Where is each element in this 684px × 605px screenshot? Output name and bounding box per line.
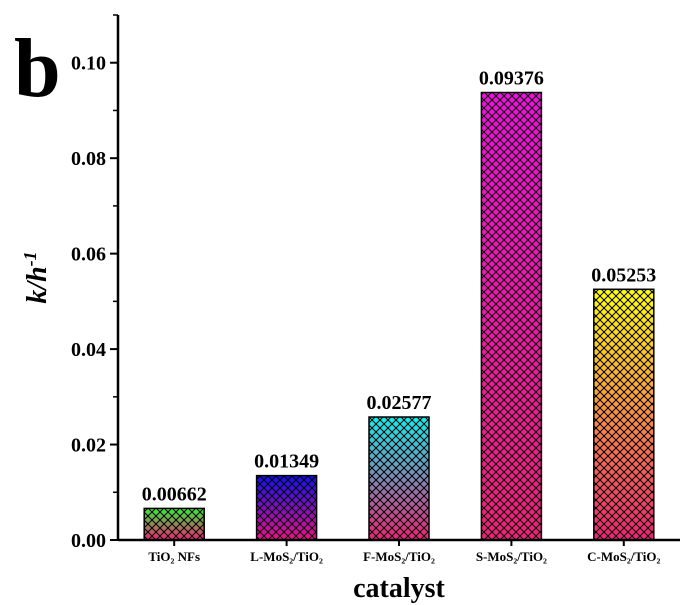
bar-hatch: [368, 416, 430, 541]
x-axis-title: catalyst: [353, 573, 445, 604]
y-tick-label: 0.00: [71, 530, 106, 552]
x-tick-label: TiO₂ NFs: [148, 549, 200, 564]
y-tick-label: 0.04: [71, 339, 106, 361]
bar-2: [255, 474, 318, 541]
y-axis-title-superscript: -1: [20, 251, 40, 266]
x-tick-label: S-MoS₂/TiO₂: [476, 549, 547, 564]
bar-hatch: [255, 474, 318, 541]
y-tick-label: 0.08: [71, 148, 106, 170]
bar-hatch: [143, 507, 205, 541]
bar-1: [143, 507, 205, 541]
y-axis-title: k/h-1: [20, 251, 53, 303]
data-label: 0.02577: [367, 392, 432, 414]
y-tick-label: 0.02: [71, 435, 106, 457]
y-tick-label: 0.06: [71, 244, 106, 266]
bar-hatch: [593, 288, 655, 541]
y-axis-title-main: k/h: [22, 266, 53, 303]
panel-label: b: [14, 22, 61, 115]
x-ticks-group: TiO₂ NFs L-MoS₂/TiO₂ F-MoS₂/TiO₂ S-MoS₂/TiO…: [148, 540, 661, 564]
data-label: 0.00662: [142, 483, 207, 505]
data-label: 0.05253: [591, 264, 656, 286]
bar-5: [593, 288, 655, 541]
x-tick-label: F-MoS₂/TiO₂: [363, 549, 435, 564]
bar-hatch: [480, 91, 543, 541]
x-tick-label: C-MoS₂/TiO₂: [587, 549, 660, 564]
y-tick-label: 0.10: [71, 53, 106, 75]
bar-4: [480, 91, 543, 541]
bars-group: [143, 91, 655, 541]
bar-3: [368, 416, 430, 541]
data-label: 0.01349: [254, 451, 319, 473]
x-tick-label: L-MoS₂/TiO₂: [250, 549, 323, 564]
data-label: 0.09376: [479, 68, 544, 90]
y-ticks-group: 0.00 0.02 0.04 0.06 0.08 0.10: [71, 14, 118, 552]
data-labels-group: 0.00662 0.01349 0.02577 0.09376 0.05253: [142, 68, 657, 506]
